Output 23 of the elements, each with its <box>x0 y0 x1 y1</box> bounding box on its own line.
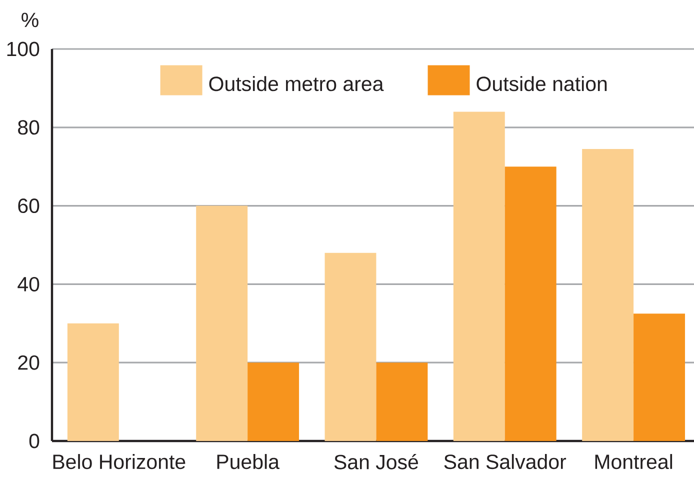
bar <box>376 362 428 441</box>
x-tick-label: San José <box>334 454 418 470</box>
bar <box>324 252 376 441</box>
y-tick-label: 60 <box>18 198 40 214</box>
y-tick-label: 0 <box>29 434 40 448</box>
bar <box>582 148 634 441</box>
bar <box>504 166 556 441</box>
x-tick-label: San Salvador <box>444 454 566 470</box>
x-tick-label: Montreal <box>595 454 672 470</box>
bar <box>67 323 119 441</box>
legend-label: Outside metro area <box>209 76 384 92</box>
bar <box>634 314 685 441</box>
bar <box>248 362 300 441</box>
y-tick-label: 80 <box>18 120 40 135</box>
y-tick-label: 20 <box>18 355 40 370</box>
x-tick-label: Puebla <box>217 454 280 470</box>
y-tick-label: 100 <box>7 42 40 56</box>
y-tick-label: 40 <box>18 276 40 292</box>
y-axis-title: % <box>22 12 38 28</box>
x-tick-label: Belo Horizonte <box>53 454 186 470</box>
legend-label: Outside nation <box>476 76 607 92</box>
bar <box>196 206 248 441</box>
bar <box>453 112 505 441</box>
